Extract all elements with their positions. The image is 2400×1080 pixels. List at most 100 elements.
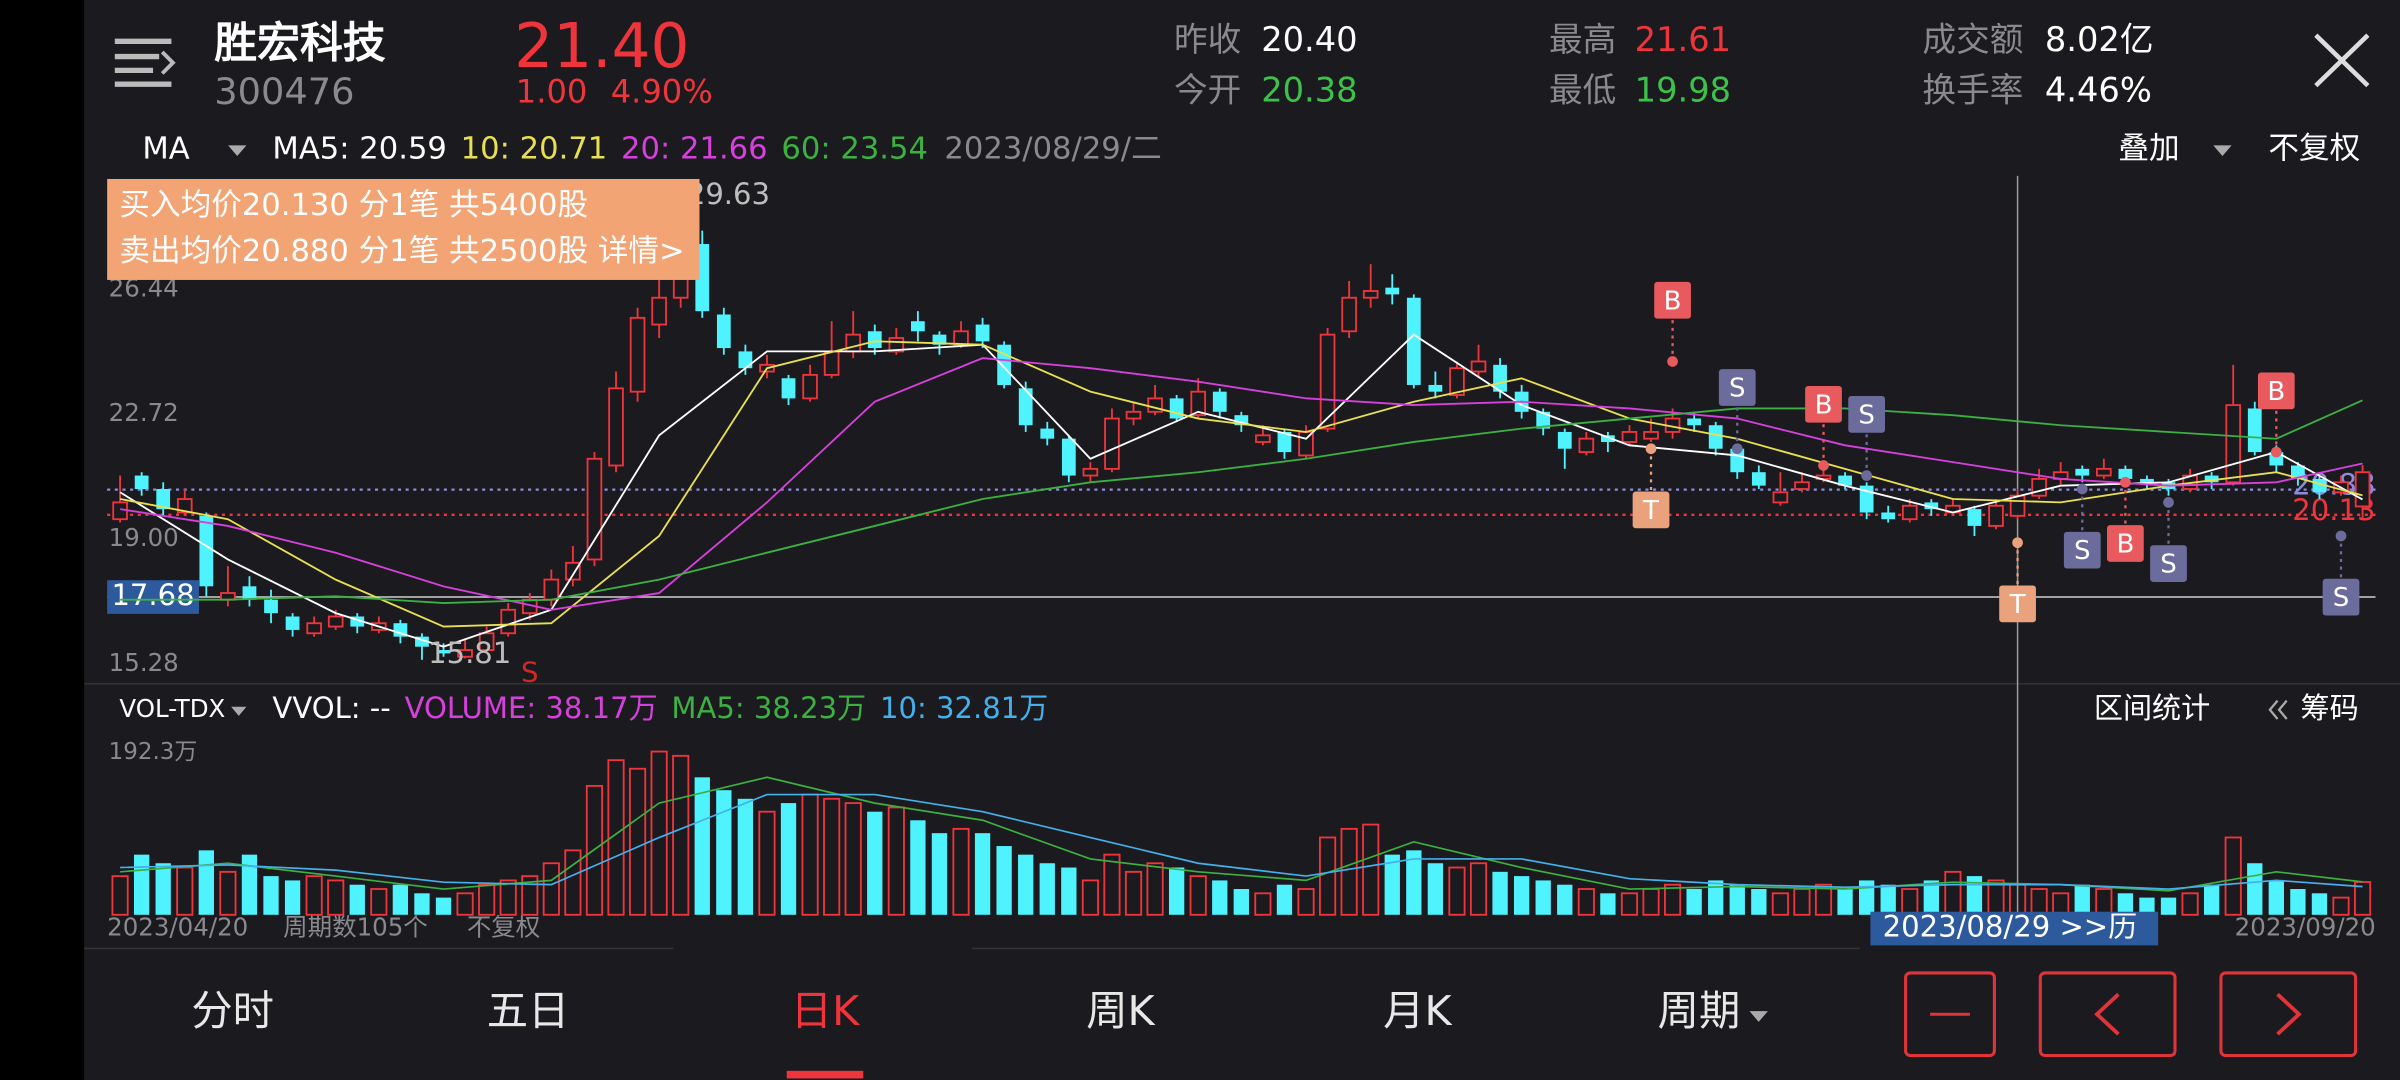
candle-body <box>478 632 495 651</box>
candle-body <box>500 608 517 635</box>
candle-body <box>1234 415 1249 426</box>
candle-body <box>1470 360 1487 373</box>
dropdown-icon <box>1749 1011 1768 1022</box>
volume-bar <box>607 759 625 916</box>
volume-bar <box>1751 889 1767 915</box>
marker-dot <box>2076 483 2088 495</box>
volume-bar <box>1384 854 1400 915</box>
tab[interactable]: 分时 <box>191 987 274 1035</box>
marker-badge <box>2107 525 2144 562</box>
tab[interactable]: 周期 <box>1658 987 1741 1035</box>
volume-bar <box>1620 892 1639 916</box>
volume-bar <box>1212 880 1228 915</box>
volume-bar <box>2268 880 2284 915</box>
volume-bar <box>1708 880 1724 915</box>
volume-bar <box>1923 880 1939 915</box>
tab[interactable]: 日K <box>791 987 860 1035</box>
volume-bar <box>672 754 690 916</box>
candle-body <box>1643 431 1659 440</box>
volume-bar <box>2074 884 2090 915</box>
cursor-date-label: 2023/08/29 >>历 <box>1883 910 2138 944</box>
zoom-out-button[interactable] <box>1904 971 1996 1058</box>
volume-bar <box>1513 876 1530 915</box>
next-button[interactable] <box>2219 971 2358 1058</box>
candle-body <box>629 316 646 393</box>
y-tick-label: 19.00 <box>109 523 179 552</box>
candle-body <box>1385 287 1400 295</box>
volume-bar <box>198 850 214 915</box>
ma-legend: 10: 20.71 <box>461 131 608 166</box>
stock-code: 300476 <box>214 70 354 113</box>
ma-line <box>120 357 2363 611</box>
candle-body <box>1838 475 1852 486</box>
volume-indicator[interactable]: VOL-TDX <box>119 694 225 723</box>
volume-bar <box>1448 866 1466 916</box>
candle-body <box>1125 410 1142 420</box>
volume-bar <box>2247 863 2263 915</box>
marker-dot <box>1861 470 1872 481</box>
volume-bar <box>111 875 129 916</box>
tab[interactable]: 周K <box>1086 987 1155 1035</box>
marker-badge <box>1632 491 1670 529</box>
candle-body <box>1061 438 1076 476</box>
volume-bar <box>1406 850 1422 915</box>
volume-bar <box>1061 867 1077 915</box>
trade-box[interactable] <box>107 178 700 280</box>
candle-body <box>176 498 193 514</box>
stat-label: 最低 <box>1549 70 1616 109</box>
volume-bar <box>758 810 776 916</box>
volume-bar <box>1535 880 1551 915</box>
candle-body <box>867 331 882 349</box>
candle-body <box>1428 384 1443 392</box>
adjust-label: 不复权 <box>467 913 540 942</box>
candle-body <box>1924 502 1939 510</box>
marker-label: T <box>1642 496 1659 526</box>
stock-name: 胜宏科技 <box>214 18 386 68</box>
stat-value: 19.98 <box>1635 70 1731 109</box>
candle-body <box>911 321 925 332</box>
stat-label: 昨收 <box>1174 20 1241 59</box>
range-stats[interactable]: 区间统计 <box>2094 691 2210 725</box>
overlay-button[interactable]: 叠加 <box>2118 131 2179 166</box>
volume-bar <box>974 833 991 915</box>
marker-label: B <box>1815 390 1833 420</box>
candle-body <box>651 296 667 326</box>
candle-body <box>1772 491 1789 504</box>
candle-body <box>1212 391 1227 412</box>
tab[interactable]: 五日 <box>487 987 570 1035</box>
candle-body <box>1557 431 1572 449</box>
candle-body <box>1190 390 1207 417</box>
marker-label: S <box>2160 550 2177 580</box>
candle-body <box>586 457 603 561</box>
marker-badge <box>1999 585 2036 623</box>
candle-body <box>1169 398 1184 419</box>
candle-body <box>2075 468 2090 476</box>
volume-bar <box>694 777 710 915</box>
prev-button[interactable] <box>2038 971 2177 1058</box>
menu-icon[interactable] <box>114 38 176 87</box>
marker-badge <box>1654 281 1691 319</box>
chips-icon <box>2268 699 2288 720</box>
volume-bar <box>414 893 430 915</box>
candle-body <box>1362 290 1379 299</box>
volume-bar <box>2354 881 2372 916</box>
tab[interactable]: 月K <box>1383 987 1452 1035</box>
volume-bar <box>1340 827 1358 916</box>
volume-bar <box>219 870 237 916</box>
volume-bar <box>887 806 905 916</box>
volume-bar <box>1297 888 1315 916</box>
stat-value: 8.02亿 <box>2045 20 2154 59</box>
candle-body <box>823 350 840 376</box>
marker-dot <box>1667 356 1678 367</box>
left-edge <box>0 0 85 1080</box>
candle-body <box>415 636 429 647</box>
indicator-name[interactable]: MA <box>142 131 189 166</box>
ma-legend: 60: 23.54 <box>781 131 928 166</box>
adjust-button[interactable]: 不复权 <box>2268 131 2360 166</box>
change-pct: 4.90% <box>611 72 713 110</box>
chips-button[interactable]: 筹码 <box>2301 691 2359 725</box>
close-icon[interactable] <box>2314 33 2370 88</box>
candle-body <box>781 378 796 399</box>
candle-body <box>2290 465 2305 479</box>
